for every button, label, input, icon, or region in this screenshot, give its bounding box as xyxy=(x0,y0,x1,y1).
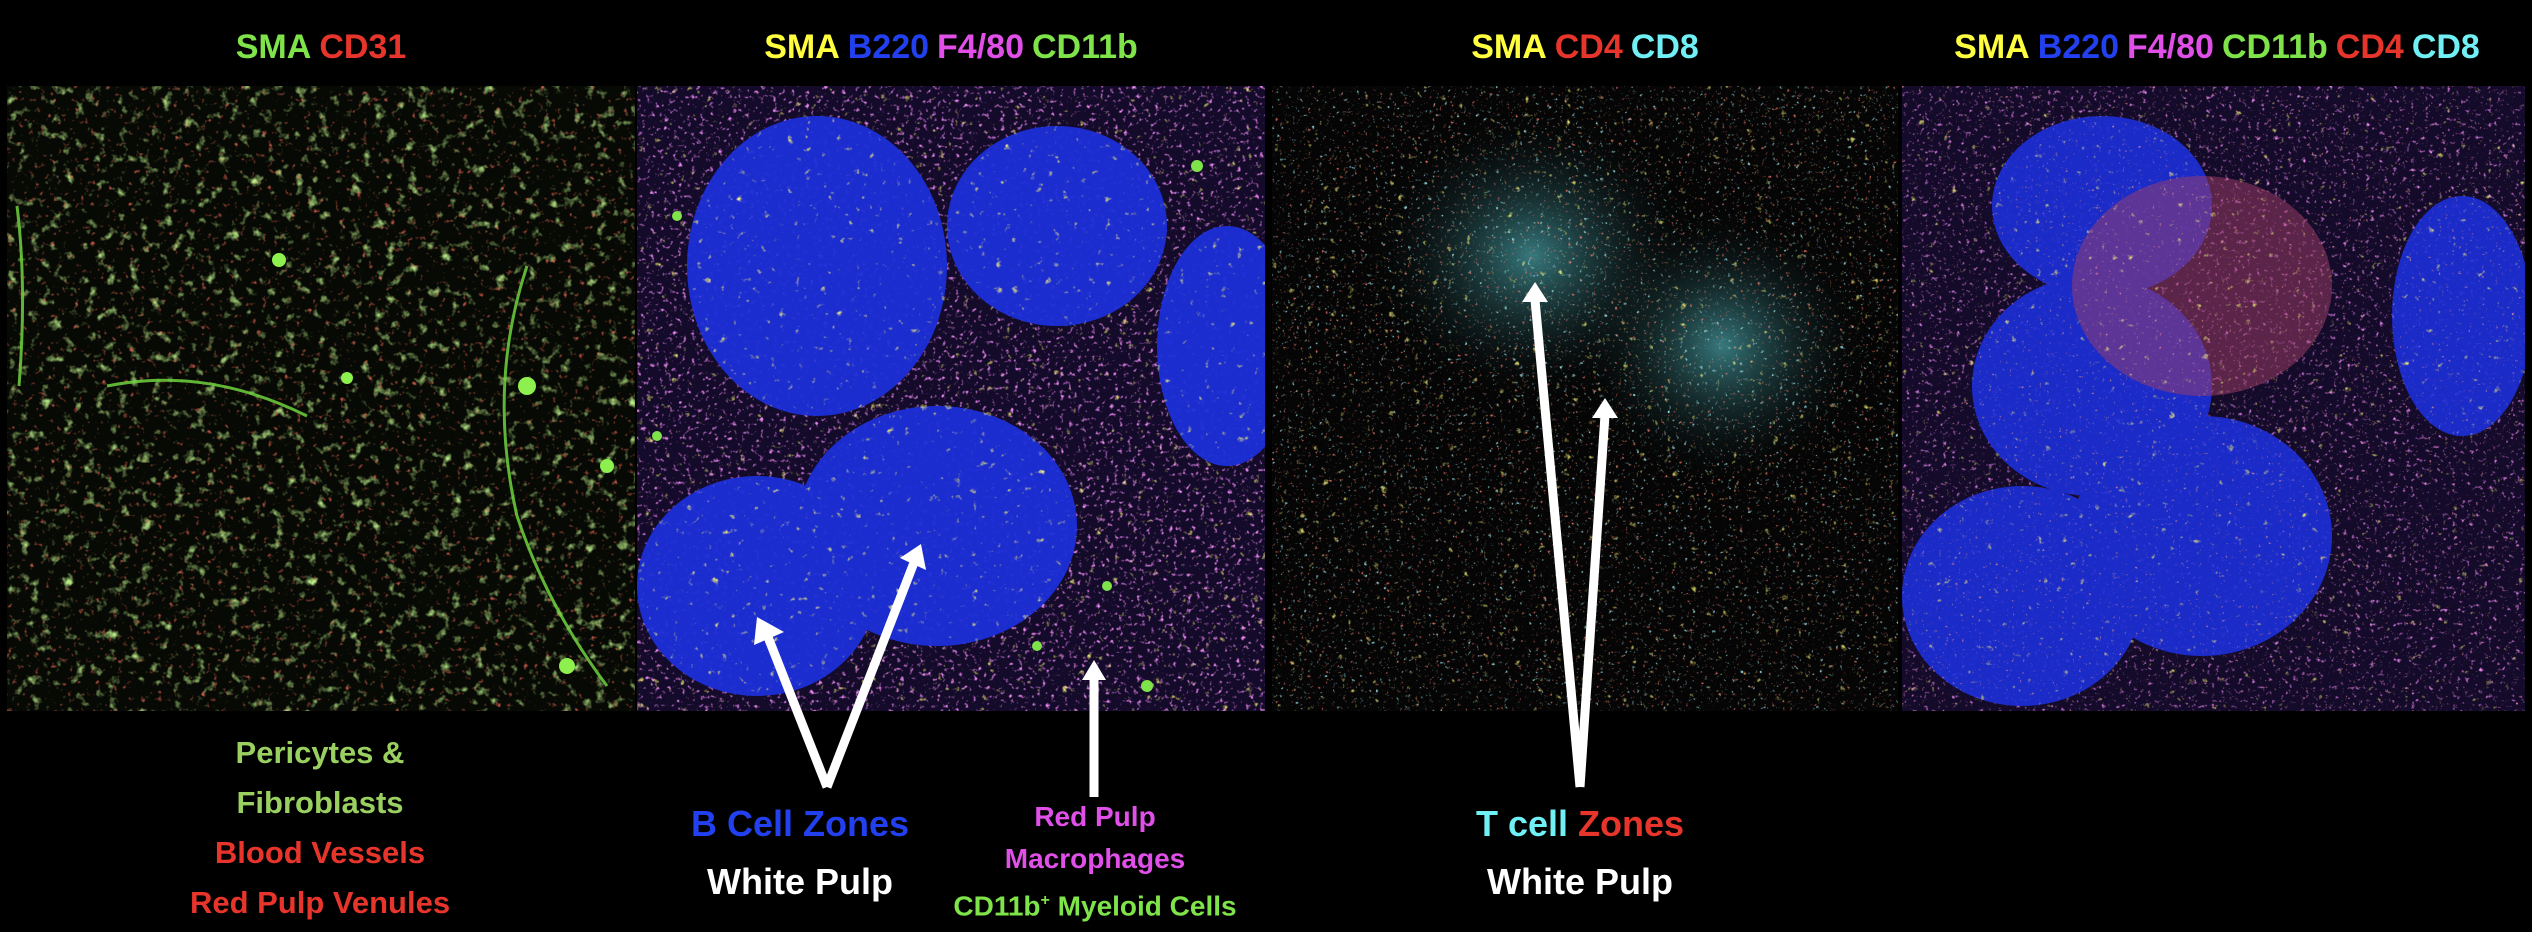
white-pulp-label: White Pulp xyxy=(707,861,893,902)
red-pulp-label: Red Pulp xyxy=(1034,801,1156,832)
title-marker: F4/80 xyxy=(2127,28,2214,66)
title-marker: CD8 xyxy=(2411,28,2480,66)
title-marker: SMA xyxy=(764,28,840,66)
fibroblasts-label: Fibroblasts xyxy=(236,785,404,820)
red-pulp-annotation: Red Pulp Macrophages CD11b+ Myeloid Cell… xyxy=(940,796,1250,927)
title-marker: CD4 xyxy=(2335,28,2404,66)
panel-2-title: SMA B220 F4/80 CD11b xyxy=(637,22,1265,72)
t-cell-text: T cell xyxy=(1475,803,1568,844)
zones-text: Zones xyxy=(1578,803,1685,844)
title-marker: SMA xyxy=(1954,28,2030,66)
cd11b-text: CD11b xyxy=(953,890,1041,922)
panel-1-image xyxy=(7,86,635,711)
white-pulp-label: White Pulp xyxy=(1487,861,1673,902)
plus-superscript: + xyxy=(1040,892,1050,909)
t-cell-annotation: T cell Zones White Pulp xyxy=(1430,795,1730,911)
red-pulp-venules-label: Red Pulp Venules xyxy=(189,885,451,920)
panel-1-annotation: Pericytes & Fibroblasts Blood Vessels Re… xyxy=(120,728,520,928)
macrophages-label: Macrophages xyxy=(1004,843,1186,874)
blood-vessels-label: Blood Vessels xyxy=(214,835,426,870)
title-marker: B220 xyxy=(2037,28,2119,66)
t-cell-zones-label: T cell Zones xyxy=(1430,795,1730,853)
title-marker: CD11b xyxy=(1031,28,1138,66)
pericytes-label: Pericytes & xyxy=(235,735,405,770)
title-marker: CD31 xyxy=(319,28,407,66)
panel-4-image xyxy=(1902,86,2525,711)
title-marker: SMA xyxy=(1471,28,1547,66)
myeloid-text: Myeloid Cells xyxy=(1049,890,1237,922)
panel-3-title: SMA CD4 CD8 xyxy=(1272,22,1898,72)
panel-3-image xyxy=(1272,86,1898,711)
title-marker: B220 xyxy=(847,28,930,66)
title-marker: SMA xyxy=(235,28,312,66)
title-marker: F4/80 xyxy=(937,28,1024,66)
panel-2-image xyxy=(637,86,1265,711)
b-cell-zones-label: B Cell Zones xyxy=(690,803,910,844)
title-marker: CD8 xyxy=(1630,28,1699,66)
panel-4-title: SMA B220 F4/80 CD11b CD4 CD8 xyxy=(1902,22,2532,72)
b-cell-annotation: B Cell Zones White Pulp xyxy=(650,795,950,911)
panel-1-title: SMA CD31 xyxy=(7,22,635,72)
myeloid-cells-label: CD11b+ Myeloid Cells xyxy=(940,880,1250,927)
title-marker: CD11b xyxy=(2221,28,2328,66)
title-marker: CD4 xyxy=(1554,28,1623,66)
